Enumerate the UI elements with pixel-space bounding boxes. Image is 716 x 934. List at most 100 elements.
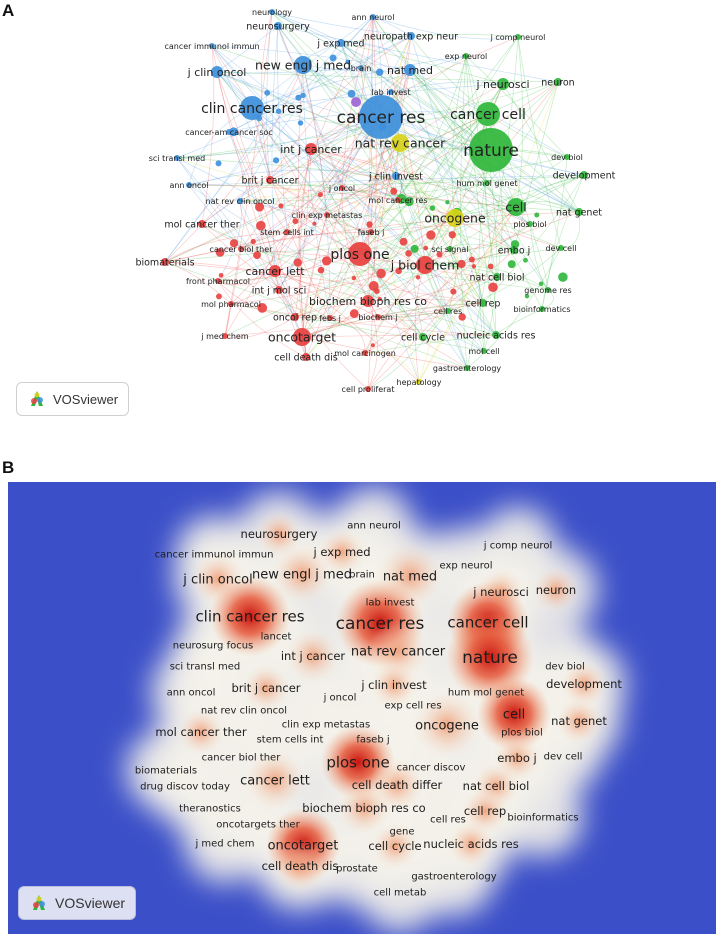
network-node-j-med-chem[interactable] <box>222 333 228 339</box>
network-node-front-pharmacol[interactable] <box>215 278 221 284</box>
network-node-minor[interactable] <box>278 203 284 209</box>
network-node-minor[interactable] <box>376 268 386 279</box>
network-node-minor[interactable] <box>488 282 498 293</box>
network-node-minor[interactable] <box>257 303 268 313</box>
network-node-minor[interactable] <box>215 248 225 257</box>
network-node-j-neurosci[interactable] <box>497 78 509 90</box>
network-node-minor[interactable] <box>487 263 494 270</box>
network-node-minor[interactable] <box>351 275 357 281</box>
network-node-nat-rev-cancer[interactable] <box>391 134 409 152</box>
network-node-neuropath-exp-neur[interactable] <box>407 32 415 40</box>
network-node-cell-cycle[interactable] <box>419 333 427 341</box>
density-map[interactable]: neurosurgery ann neurol cancer immunol imm… <box>8 482 716 934</box>
network-node-minor[interactable] <box>295 94 302 101</box>
network-node-ann-oncol[interactable] <box>186 182 192 188</box>
network-node-minor[interactable] <box>264 89 271 96</box>
network-node-minor[interactable] <box>524 293 530 299</box>
network-node-minor[interactable] <box>256 220 266 231</box>
network-node-oncogene[interactable] <box>446 209 464 227</box>
network-visualization[interactable]: neurology ann neurol neurosurgery j comp ne… <box>0 0 716 450</box>
network-node-minor[interactable] <box>229 127 239 137</box>
network-node-minor[interactable] <box>253 251 261 260</box>
network-node-nat-genet[interactable] <box>575 208 583 216</box>
network-node-minor[interactable] <box>366 221 373 228</box>
network-node-biomaterials[interactable] <box>161 258 169 266</box>
network-node-lab-invest[interactable] <box>388 89 394 95</box>
network-node-sci-signal[interactable] <box>447 246 453 252</box>
network-node-mol-carcinogen[interactable] <box>362 350 368 356</box>
network-node-minor[interactable] <box>410 244 419 253</box>
network-node-int-j-mol-sci[interactable] <box>275 286 283 294</box>
network-node-minor[interactable] <box>415 275 421 280</box>
network-node-oncotarget[interactable] <box>293 328 311 346</box>
network-node-neuron[interactable] <box>554 78 562 86</box>
network-node-minor[interactable] <box>450 288 457 295</box>
network-node-minor[interactable] <box>297 120 304 126</box>
network-node-cell[interactable] <box>507 198 525 216</box>
network-node-neurology[interactable] <box>269 9 275 15</box>
network-node-minor[interactable] <box>445 200 450 205</box>
network-node-new-engl-j-med[interactable] <box>294 56 312 74</box>
network-node-minor[interactable] <box>215 160 222 167</box>
network-node-genome-res[interactable] <box>545 287 551 293</box>
density-visualization[interactable]: neurosurgery ann neurol cancer immunol imm… <box>8 482 716 934</box>
network-node-cell-proliferat[interactable] <box>365 386 371 392</box>
network-node-j-clin-oncol[interactable] <box>211 66 223 78</box>
network-node-minor[interactable] <box>275 108 282 114</box>
network-node-minor[interactable] <box>538 281 544 287</box>
network-node-j-exp-med[interactable] <box>337 39 345 47</box>
network-node-bioinformatics[interactable] <box>539 306 545 312</box>
network-node-mol-cancer-res[interactable] <box>395 197 401 203</box>
network-node-cancer-biol-ther[interactable] <box>238 246 244 252</box>
network-node-mol-cancer-ther[interactable] <box>198 220 206 228</box>
network-node-dev-cell[interactable] <box>558 245 564 251</box>
network-node-ann-neurol[interactable] <box>370 14 376 20</box>
network-node-minor[interactable] <box>375 68 384 76</box>
network-node-minor[interactable] <box>448 231 456 239</box>
network-node-minor[interactable] <box>218 272 224 278</box>
network-node-mol-cell[interactable] <box>481 348 487 354</box>
network-node-j-clin-invest[interactable] <box>392 172 400 180</box>
network-node-minor[interactable] <box>399 237 408 246</box>
network-node-minor[interactable] <box>255 202 265 212</box>
network-node-nat-med[interactable] <box>404 64 416 76</box>
network-node-minor[interactable] <box>312 221 317 226</box>
network-node-plos-one[interactable] <box>348 242 372 266</box>
network-node-minor[interactable] <box>429 205 436 211</box>
network-node-clin-cancer-res[interactable] <box>240 96 264 120</box>
network-node-int-j-cancer[interactable] <box>305 143 317 155</box>
network-node-clin-exp-metastas[interactable] <box>324 212 330 218</box>
network-graph[interactable]: neurology ann neurol neurosurgery j comp ne… <box>0 0 716 450</box>
network-node-neurosurgery[interactable] <box>274 22 282 30</box>
network-node-development[interactable] <box>580 171 588 179</box>
network-node-cell-death-dis[interactable] <box>302 353 310 361</box>
network-node-febs-j[interactable] <box>327 315 333 321</box>
network-node-nucleic-acids-res[interactable] <box>492 331 500 339</box>
network-node-nat-cell-biol[interactable] <box>493 273 501 281</box>
network-node-cancer-am-cancer-soc[interactable] <box>226 129 232 135</box>
network-node-minor[interactable] <box>345 59 350 64</box>
network-node-hum-mol-genet[interactable] <box>484 180 490 186</box>
network-node-minor[interactable] <box>229 239 239 248</box>
network-node-minor[interactable] <box>300 92 306 98</box>
network-node-minor[interactable] <box>405 250 412 257</box>
network-node-brain[interactable] <box>358 65 364 71</box>
network-node-biochem-bioph-res-co[interactable] <box>362 295 374 307</box>
network-node-minor[interactable] <box>534 212 540 218</box>
network-node-biochem-j[interactable] <box>375 314 381 320</box>
network-node-minor[interactable] <box>426 230 436 240</box>
network-node-nature[interactable] <box>469 128 513 172</box>
network-node-j-comp-neurol[interactable] <box>515 34 521 40</box>
network-node-exp-neurol[interactable] <box>463 53 469 59</box>
network-node-minor[interactable] <box>457 259 466 269</box>
network-node-minor[interactable] <box>317 192 323 198</box>
network-node-nat-rev-clin-oncol[interactable] <box>237 198 243 204</box>
network-node-cancer-cell[interactable] <box>476 102 500 126</box>
network-node-minor[interactable] <box>507 260 516 269</box>
network-node-oncol-rep[interactable] <box>291 313 299 321</box>
network-node-minor[interactable] <box>558 272 568 282</box>
network-node-j-oncol[interactable] <box>339 185 345 191</box>
network-node-minor[interactable] <box>216 293 222 300</box>
network-node-cell-rep[interactable] <box>479 299 487 307</box>
network-node-sci-transl-med[interactable] <box>174 155 180 161</box>
